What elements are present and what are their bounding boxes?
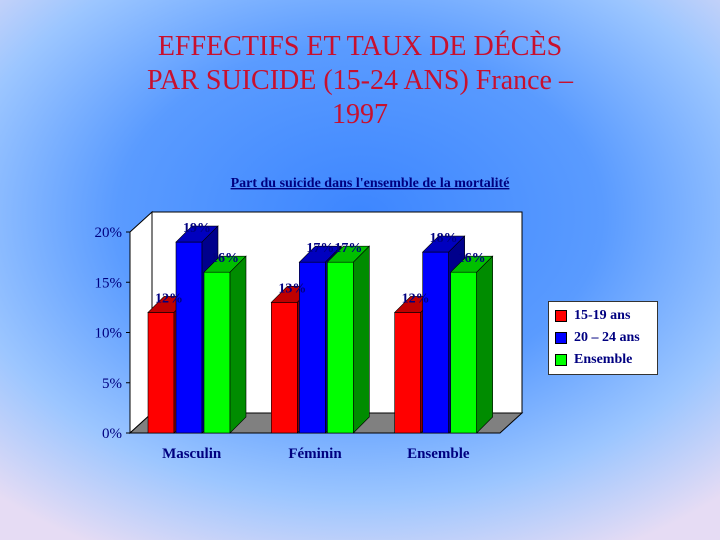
data-label: 17% [306,241,334,256]
bar [326,245,371,434]
data-label: 18% [430,231,458,246]
bar-front [175,241,203,434]
x-category-label: Ensemble [407,446,470,462]
legend-label-ensemble: Ensemble [574,352,633,367]
data-label: 12% [402,291,430,306]
bar-front [327,261,354,434]
bar-front [450,271,477,434]
slide-title: EFFECTIFS ET TAUX DE DÉCÈS PAR SUICIDE (… [40,30,680,132]
bar-side [229,255,247,434]
legend-label-20-24: 20 – 24 ans [574,330,640,345]
data-label: 13% [278,281,306,296]
legend: 15-19 ans 20 – 24 ans Ensemble [548,301,658,375]
legend-swatch-15-19 [555,310,567,322]
y-tick-label: 10% [95,326,123,342]
legend-item-ensemble: Ensemble [555,350,632,370]
bar [203,255,247,434]
bar-front [394,312,421,434]
y-tick-label: 20% [95,225,123,241]
data-label: 12% [155,291,183,306]
legend-item-15-19: 15-19 ans [555,306,630,326]
legend-swatch-ensemble [555,354,567,366]
bar-front [299,261,326,434]
bar-side [476,255,493,434]
bar-front [271,302,298,434]
legend-label-15-19: 15-19 ans [574,308,631,323]
x-category-label: Féminin [288,446,342,462]
chart-title: Part du suicide dans l'ensemble de la mo… [231,176,510,191]
bar [449,255,494,434]
data-label: 17% [334,241,362,256]
y-tick-label: 0% [102,426,122,442]
slide-title-line-3: 1997 [332,99,388,130]
legend-item-20-24: 20 – 24 ans [555,328,640,348]
y-tick-label: 15% [95,275,123,291]
slide-title-line-2: PAR SUICIDE (15-24 ANS) France – [147,65,573,96]
bar-front [147,312,175,434]
bar-front [203,271,231,434]
slide-title-line-1: EFFECTIFS ET TAUX DE DÉCÈS [157,31,563,62]
legend-swatch-20-24 [555,332,567,344]
bar-front [422,251,449,434]
data-label: 16% [211,251,239,266]
bar-side [353,245,370,434]
data-label: 16% [458,251,486,266]
x-category-label: Masculin [162,446,222,462]
data-label: 19% [183,221,211,236]
y-tick-label: 5% [102,376,122,392]
